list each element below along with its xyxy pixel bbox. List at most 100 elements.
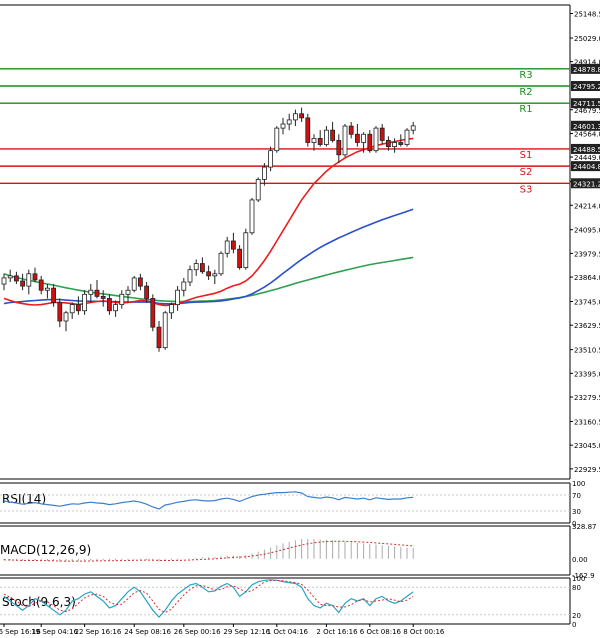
candle-body [212,273,218,277]
price-tick-label: 24214.0 [574,202,600,210]
candle-body [305,117,311,143]
level-tag-s1: 24488.5 [573,146,600,154]
candle-body [45,287,50,291]
level-label-s2: S2 [520,167,533,178]
candle-body [261,166,267,180]
rsi-tick-label: 0 [572,520,576,528]
candle-body [392,142,398,147]
time-tick-label: 19 Sep 04:16 [31,628,78,636]
candle-body [175,289,181,305]
candle-body [292,113,298,121]
price-pane: 25148.5 25029.0 24914.0 24679.5 24564.0 24449… [0,4,600,480]
level-label-r2: R2 [519,87,532,98]
candle-body [206,271,212,277]
time-tick-label: 16 Sep 16:16 [0,628,41,636]
candle-body [280,123,286,129]
candle-body [249,199,255,234]
candle-body [150,298,156,328]
macd-tick-label: 0.00 [572,556,588,564]
candle-body [230,240,236,250]
macd-signal-line [3,540,414,562]
price-tick-label: 23745.0 [574,299,600,307]
price-tick-label: 23160.5 [574,418,600,426]
level-tag-bg [571,161,600,172]
level-tag-r2: 24795.2 [573,83,600,91]
candle-body [193,263,199,271]
candle-body [367,133,373,152]
stoch-tick-label: 0 [572,621,576,629]
price-tick-label: 24914.0 [574,59,600,67]
candle-body [385,140,391,147]
rsi-tick-label: 100 [572,480,585,488]
stoch-k-line [3,579,414,618]
time-tick-label: 8 Oct 00:16 [403,628,445,636]
candle-body [38,279,44,291]
candle-body [348,125,354,135]
candle-body [317,137,323,145]
candle-body [379,127,385,141]
candle-body [125,289,131,295]
ma-mid-line [3,208,414,305]
candle-body [119,293,125,305]
level-tag-r3: 24878.8 [573,66,600,74]
candle-body [323,129,329,145]
time-tick-label: 24 Sep 08:16 [124,628,171,636]
stoch-label: Stoch(9,6,3) [2,595,76,609]
level-label-s3: S3 [520,184,533,195]
candle-body [336,140,342,156]
candle-body [354,133,360,143]
price-tick-label: 23395.0 [574,370,600,378]
stoch-tick-label: 80 [572,584,581,592]
candle-body [237,248,243,269]
candle-body [224,240,230,254]
candle-body [162,312,168,349]
price-tick-label: 25148.5 [574,11,600,19]
candle-body [199,263,205,273]
price-tick-label: 22929.5 [574,466,600,474]
level-tag-r1: 24711.5 [573,100,600,108]
candle-body [69,304,75,314]
time-tick-label: 2 Oct 16:16 [316,628,358,636]
price-tick-label: 23979.5 [574,250,600,258]
time-tick-label: 29 Sep 12:16 [223,628,270,636]
level-tag-bg [571,63,600,74]
candle-body [137,277,143,287]
candle-body [274,127,280,152]
current-price-tag: 24601.3 [573,123,600,131]
level-label-r1: R1 [519,104,532,115]
candle-body [181,281,187,291]
stoch-tick-label: 100 [572,575,585,583]
candle-body [156,326,162,349]
price-tick-label: 23510.5 [574,347,600,355]
candle-body [7,275,13,279]
level-label-r3: R3 [519,70,532,81]
candle-body [94,289,100,297]
level-tag-s3: 24321.2 [573,180,600,188]
time-tick-label: 6 Oct 08:16 [360,628,402,636]
candle-body [330,129,336,141]
candle-body [187,269,193,283]
stoch-d-line [3,579,414,614]
price-tick-label: 23045.0 [574,442,600,450]
candle-body [76,304,81,312]
level-tag-bg [571,178,600,189]
candle-body [268,150,274,168]
candle-body [100,295,106,299]
price-tick-label: 24679.5 [574,107,600,115]
candle-body [243,232,249,269]
level-tag-s2: 24404.8 [573,163,600,171]
candle-body [410,125,416,131]
level-label-s1: S1 [520,150,533,161]
candle-body [299,113,305,119]
candle-body [113,304,118,312]
rsi-line [3,491,414,510]
candle-body [144,285,150,299]
time-tick-label: 26 Sep 00:16 [174,628,221,636]
candle-body [20,280,26,287]
candle-body [168,304,174,314]
price-tick-label: 23864.0 [574,274,600,282]
